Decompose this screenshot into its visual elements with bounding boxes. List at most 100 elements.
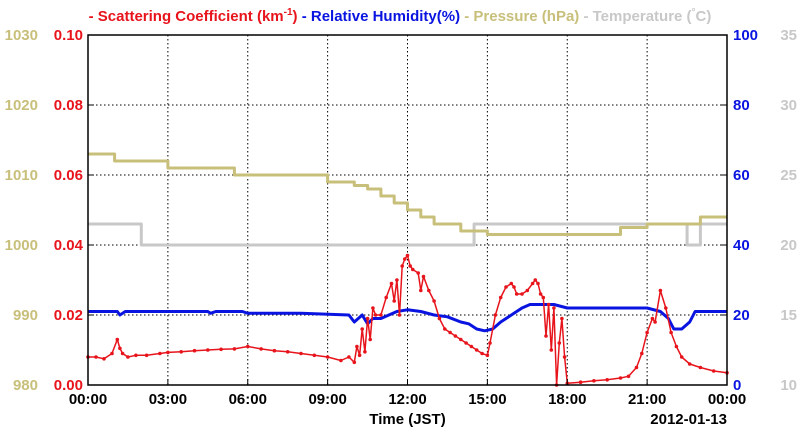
scattering-coefficient-point bbox=[232, 347, 237, 351]
humidity-axis-tick-label: 0 bbox=[733, 377, 741, 394]
scattering-coefficient-point bbox=[448, 330, 452, 335]
scattering-coefficient-point bbox=[285, 350, 290, 354]
scattering-coefficient-point bbox=[373, 313, 378, 317]
scattering-coefficient-point bbox=[493, 313, 498, 317]
scattering-axis-tick-label: 0.04 bbox=[54, 237, 84, 254]
scattering-coefficient-point bbox=[669, 330, 673, 335]
legend-entry-close: C) bbox=[696, 8, 712, 25]
scattering-coefficient-point bbox=[400, 264, 405, 268]
legend-superscript: ° bbox=[692, 7, 696, 18]
scattering-coefficient-point bbox=[480, 351, 484, 356]
legend-entry: - Temperature ( bbox=[579, 8, 691, 25]
scattering-coefficient-point bbox=[504, 285, 508, 289]
scattering-coefficient-point bbox=[360, 327, 365, 331]
scattering-axis-tick-label: 0.06 bbox=[54, 167, 83, 184]
scattering-coefficient-point bbox=[94, 355, 98, 359]
scattering-coefficient-point bbox=[443, 327, 447, 331]
humidity-axis-tick-label: 20 bbox=[733, 307, 750, 324]
scattering-coefficient-point bbox=[259, 347, 263, 351]
scattering-coefficient-point bbox=[365, 316, 370, 321]
scattering-coefficient-point bbox=[533, 278, 538, 282]
humidity-axis-tick-label: 40 bbox=[733, 237, 750, 254]
scattering-coefficient-point bbox=[416, 271, 421, 275]
scattering-axis-tick-label: 0.08 bbox=[54, 97, 83, 114]
scattering-coefficient-point bbox=[544, 334, 548, 338]
scattering-coefficient-point bbox=[427, 288, 431, 293]
x-axis-tick-label: 03:00 bbox=[149, 391, 187, 408]
scattering-coefficient-point bbox=[538, 292, 543, 296]
pressure-axis-tick-label: 1020 bbox=[5, 97, 38, 114]
scattering-coefficient-point bbox=[312, 353, 317, 358]
scattering-coefficient-point bbox=[562, 355, 567, 359]
humidity-axis-tick-label: 60 bbox=[733, 167, 750, 184]
scattering-coefficient-point bbox=[206, 348, 210, 352]
scattering-coefficient-point bbox=[488, 341, 492, 345]
scattering-coefficient-point bbox=[325, 355, 330, 359]
x-axis-label: Time (JST) bbox=[369, 411, 445, 428]
pressure-axis-tick-label: 990 bbox=[13, 307, 38, 324]
date-label: 2012-01-13 bbox=[650, 411, 727, 428]
scattering-coefficient-point bbox=[512, 285, 516, 289]
scattering-coefficient-point bbox=[389, 281, 394, 286]
x-axis-tick-label: 15:00 bbox=[468, 391, 506, 408]
scattering-coefficient-point bbox=[525, 288, 530, 293]
scattering-coefficient-point bbox=[120, 351, 125, 356]
scattering-coefficient-point bbox=[397, 313, 402, 317]
scattering-coefficient-point bbox=[352, 360, 357, 365]
scattering-coefficient-point bbox=[395, 278, 399, 282]
scattering-coefficient-point bbox=[192, 348, 197, 353]
scattering-coefficient-point bbox=[541, 295, 546, 300]
scattering-coefficient-point bbox=[144, 353, 149, 358]
scattering-axis-tick-label: 0.00 bbox=[54, 377, 83, 394]
scattering-coefficient-point bbox=[115, 337, 120, 342]
scattering-coefficient-point bbox=[118, 346, 122, 351]
scattering-coefficient-point bbox=[674, 344, 679, 349]
humidity-axis-tick-label: 80 bbox=[733, 97, 750, 114]
temperature-axis-tick-label: 30 bbox=[780, 97, 797, 114]
x-axis-tick-label: 06:00 bbox=[229, 391, 267, 408]
temperature-line bbox=[88, 222, 727, 247]
pressure-axis-tick-label: 1000 bbox=[5, 237, 38, 254]
scattering-coefficient-point bbox=[432, 299, 436, 303]
scattering-coefficient-point bbox=[664, 306, 668, 310]
scattering-coefficient-point bbox=[246, 344, 250, 349]
scattering-coefficient-point bbox=[357, 353, 362, 358]
scattering-coefficient-point bbox=[384, 295, 389, 300]
scattering-coefficient-point bbox=[592, 379, 596, 383]
x-axis-tick-label: 00:00 bbox=[708, 391, 746, 408]
legend-entry: - Scattering Coefficient (km bbox=[89, 8, 284, 25]
pressure-axis-tick-label: 1010 bbox=[5, 167, 38, 184]
scattering-coefficient-point bbox=[363, 350, 367, 354]
scattering-coefficient-point bbox=[392, 299, 397, 303]
scattering-coefficient-point bbox=[618, 376, 623, 380]
temperature-axis-tick-label: 35 bbox=[780, 27, 797, 44]
scattering-coefficient-point bbox=[514, 292, 519, 296]
scattering-coefficient-point bbox=[653, 320, 657, 324]
chart-grid bbox=[88, 35, 727, 385]
scattering-coefficient-point bbox=[459, 337, 463, 342]
temperature-axis-tick-label: 25 bbox=[780, 167, 797, 184]
scattering-coefficient-point bbox=[485, 353, 490, 358]
chart-axes: 98099010001010102010300.000.020.040.060.… bbox=[5, 27, 797, 408]
scattering-coefficient-point bbox=[126, 355, 130, 359]
scattering-coefficient-point bbox=[679, 355, 684, 359]
scattering-coefficient-point bbox=[536, 281, 540, 286]
scattering-coefficient-point bbox=[578, 380, 583, 385]
scattering-coefficient-point bbox=[411, 267, 415, 272]
scattering-coefficient-point bbox=[368, 337, 373, 342]
scattering-coefficient-point bbox=[453, 334, 458, 338]
scattering-coefficient-point bbox=[347, 355, 351, 359]
scattering-coefficient-point bbox=[498, 295, 503, 300]
legend-entry: - Pressure (hPa) bbox=[460, 8, 579, 25]
scattering-coefficient-point bbox=[421, 274, 426, 279]
legend-superscript: -1 bbox=[284, 7, 293, 18]
scattering-coefficient-point bbox=[405, 253, 410, 258]
legend-entry-close: ) bbox=[293, 8, 298, 25]
temperature-axis-tick-label: 20 bbox=[780, 237, 797, 254]
scattering-coefficient-point bbox=[419, 288, 423, 293]
legend-entry: - Relative Humidity(%) bbox=[298, 8, 461, 25]
scattering-coefficient-point bbox=[546, 302, 551, 307]
scattering-coefficient-point bbox=[408, 264, 413, 268]
scattering-coefficient-point bbox=[626, 374, 631, 379]
